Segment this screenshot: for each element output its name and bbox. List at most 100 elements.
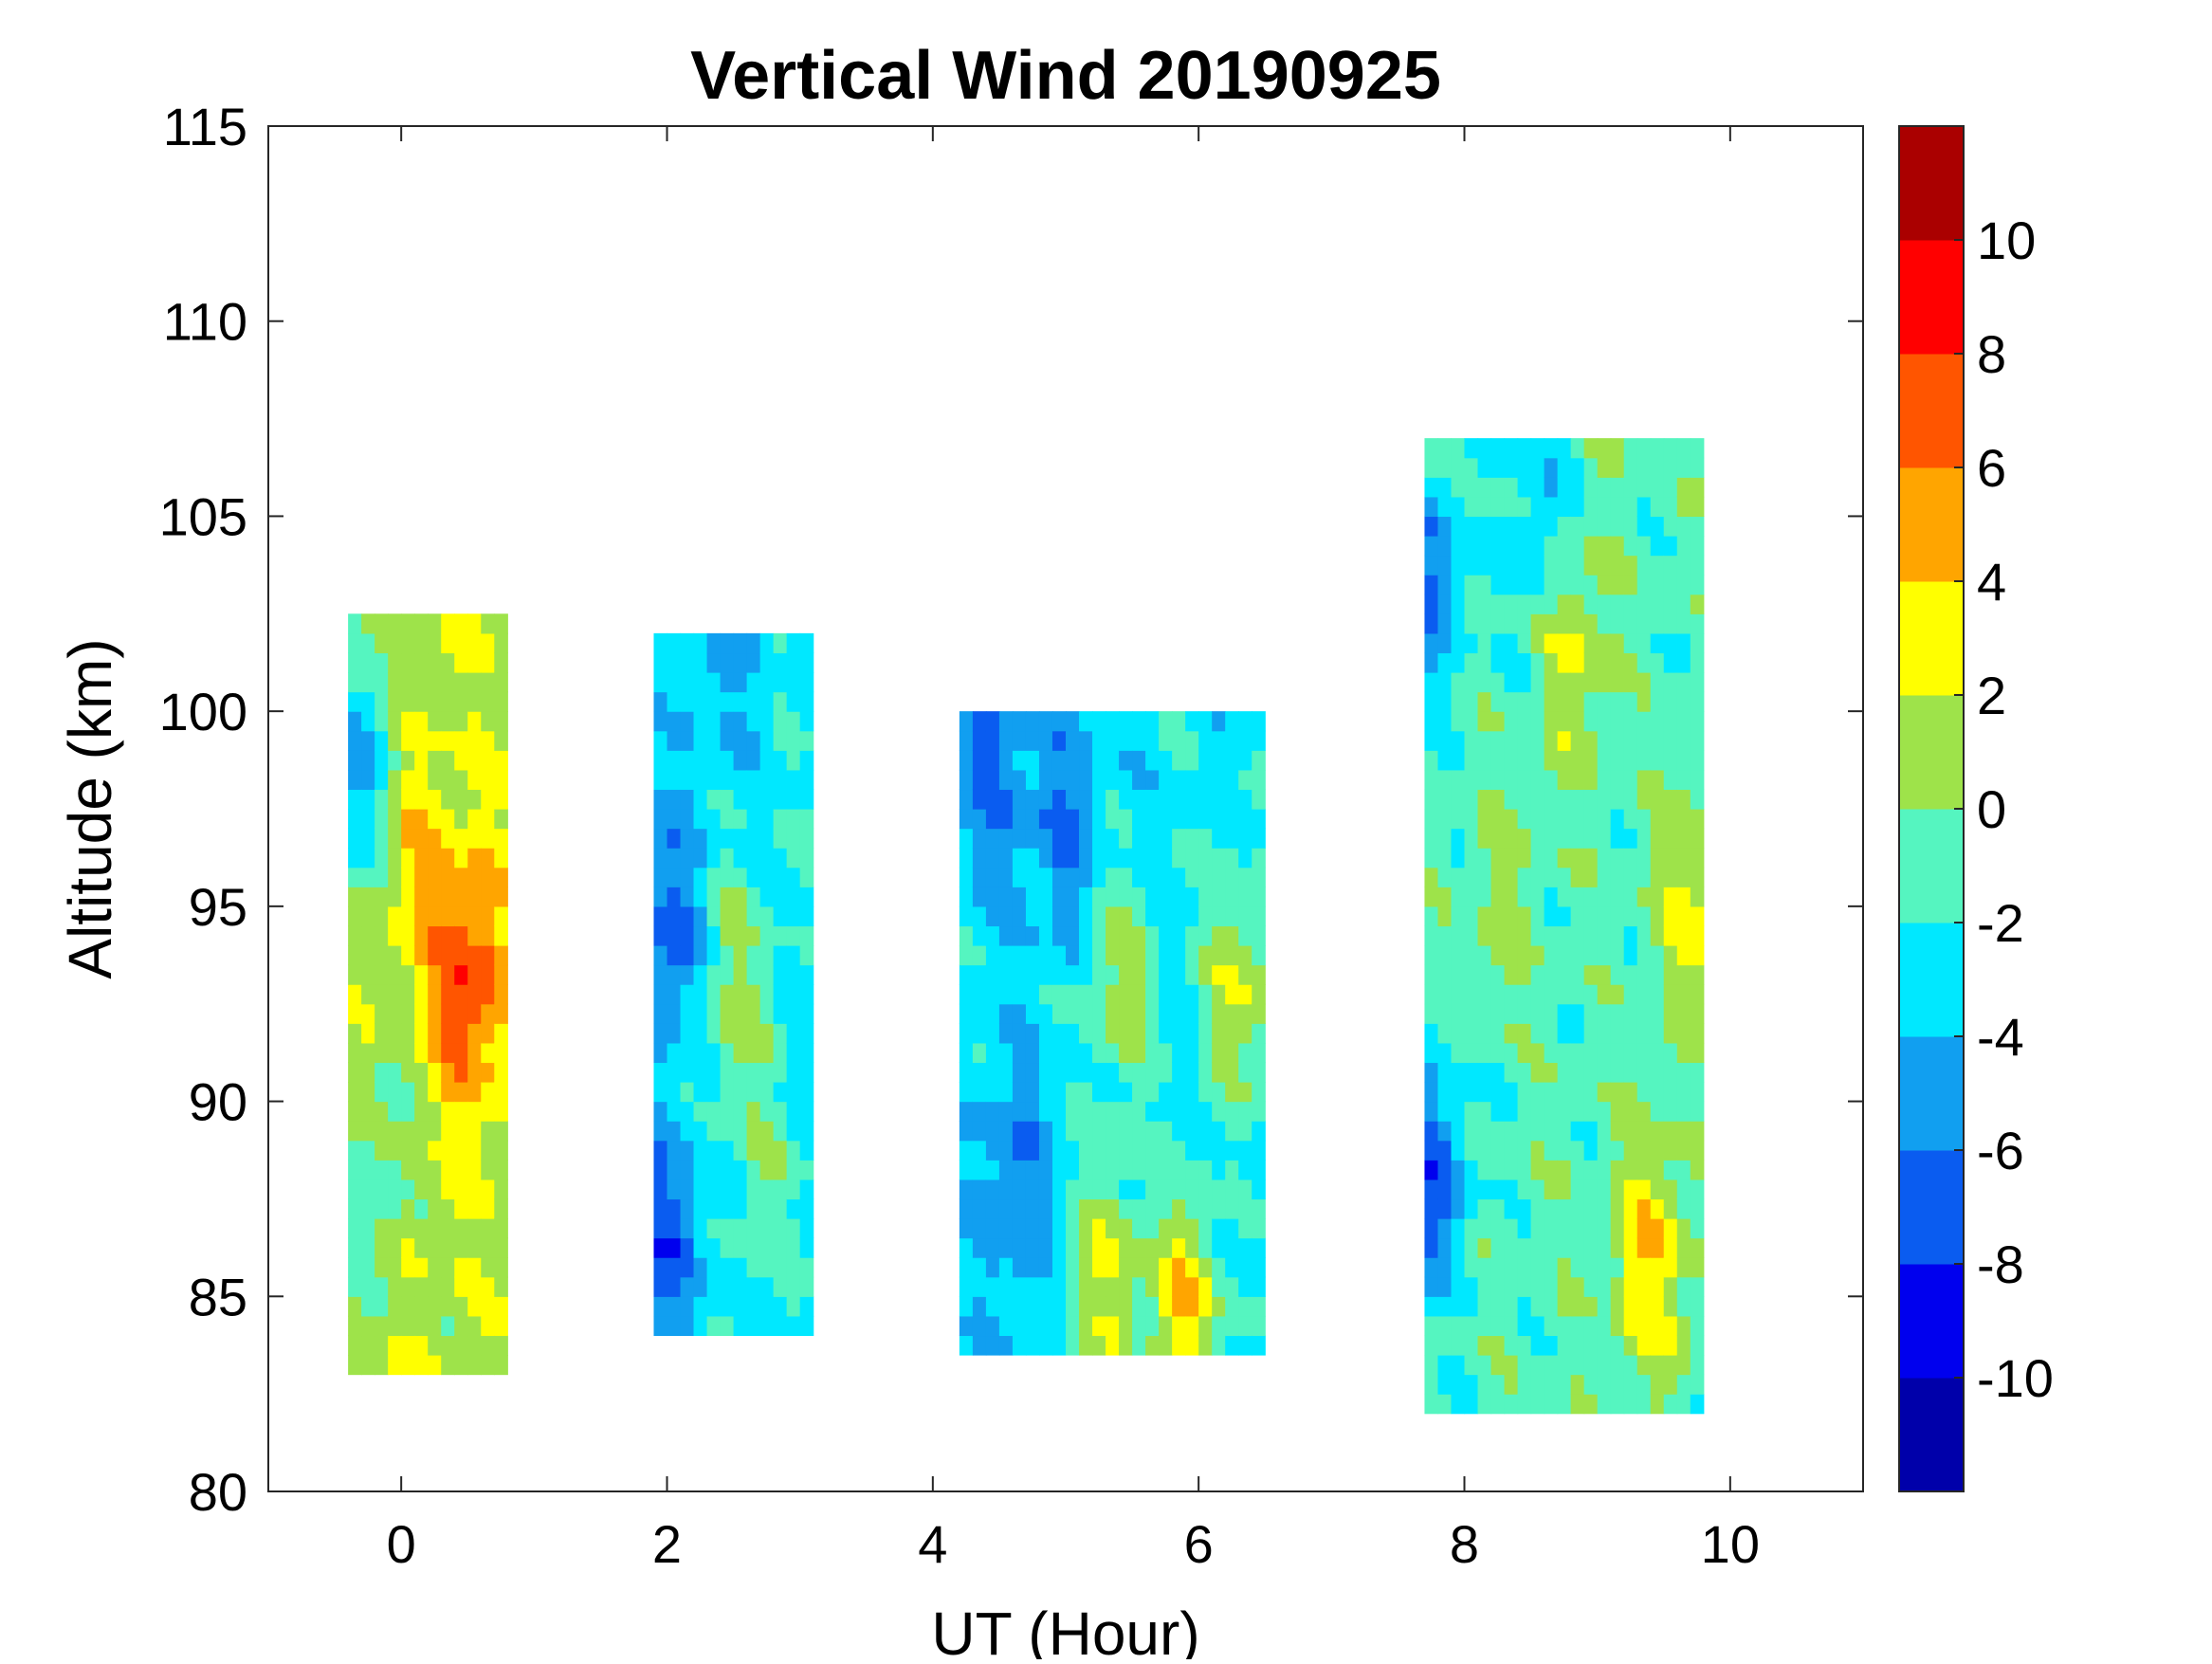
- contour-cell: [1570, 1023, 1585, 1044]
- contour-cell: [985, 964, 1000, 985]
- contour-cell: [1570, 867, 1585, 887]
- contour-cell: [1610, 1023, 1625, 1044]
- contour-cell: [1185, 848, 1199, 869]
- contour-cell: [1650, 867, 1665, 887]
- contour-cell: [1106, 867, 1120, 887]
- contour-cell: [759, 730, 775, 751]
- contour-cell: [414, 1296, 429, 1317]
- contour-cell: [1504, 711, 1519, 732]
- contour-cell: [1092, 848, 1106, 869]
- contour-cell: [1517, 1335, 1532, 1356]
- contour-cell: [388, 1296, 402, 1317]
- contour-cell: [1650, 1062, 1665, 1083]
- contour-cell: [441, 691, 455, 712]
- contour-cell: [467, 887, 482, 907]
- contour-cell: [1690, 536, 1705, 557]
- contour-cell: [1583, 1042, 1599, 1064]
- contour-cell: [693, 1160, 708, 1180]
- contour-cell: [1025, 1179, 1040, 1200]
- contour-cell: [414, 925, 429, 946]
- contour-cell: [1557, 1355, 1572, 1376]
- contour-cell: [1159, 1062, 1173, 1083]
- contour-cell: [388, 1237, 402, 1258]
- contour-cell: [773, 945, 788, 966]
- contour-cell: [1424, 691, 1439, 712]
- contour-cell: [428, 1179, 442, 1200]
- contour-cell: [1145, 1160, 1160, 1180]
- contour-cell: [706, 945, 722, 966]
- contour-cell: [1597, 1160, 1612, 1180]
- contour-cell: [786, 1042, 801, 1064]
- contour-cell: [454, 809, 468, 830]
- contour-cell: [388, 750, 402, 771]
- contour-cell: [1690, 867, 1705, 887]
- contour-cell: [1663, 1140, 1678, 1161]
- contour-cell: [720, 1218, 735, 1239]
- contour-cell: [799, 1257, 814, 1278]
- contour-cell: [1517, 575, 1532, 595]
- contour-cell: [388, 1335, 402, 1356]
- contour-cell: [1051, 1140, 1067, 1161]
- contour-cell: [1132, 1140, 1146, 1161]
- contour-cell: [1557, 477, 1572, 498]
- contour-cell: [720, 691, 735, 712]
- contour-cell: [1119, 1101, 1133, 1122]
- contour-cell: [1025, 1042, 1040, 1064]
- contour-cell: [1663, 1062, 1678, 1083]
- contour-cell: [481, 652, 495, 673]
- contour-cell: [680, 1082, 695, 1103]
- contour-cell: [759, 1101, 775, 1122]
- contour-cell: [1172, 1140, 1186, 1161]
- plot-frame: [267, 125, 1864, 1492]
- contour-cell: [1451, 594, 1466, 614]
- contour-cell: [1038, 1003, 1053, 1024]
- contour-cell: [1038, 848, 1053, 869]
- contour-cell: [1212, 750, 1226, 771]
- contour-cell: [985, 1276, 1000, 1297]
- contour-cell: [1597, 1042, 1612, 1064]
- contour-cell: [348, 1276, 362, 1297]
- contour-cell: [667, 945, 682, 966]
- contour-cell: [375, 1276, 389, 1297]
- contour-cell: [1092, 905, 1106, 927]
- contour-cell: [1451, 632, 1466, 654]
- contour-cell: [375, 652, 389, 673]
- contour-cell: [1570, 1394, 1585, 1415]
- contour-cell: [1623, 887, 1638, 907]
- contour-cell: [401, 1160, 415, 1180]
- contour-cell: [985, 828, 1000, 849]
- contour-cell: [1424, 1062, 1439, 1083]
- contour-cell: [786, 1315, 801, 1337]
- contour-cell: [481, 1140, 495, 1161]
- contour-cell: [1517, 711, 1532, 732]
- contour-cell: [720, 848, 735, 869]
- contour-cell: [667, 1179, 682, 1200]
- contour-cell: [1636, 887, 1652, 907]
- contour-cell: [1690, 496, 1705, 518]
- contour-cell: [481, 613, 495, 634]
- contour-cell: [799, 1198, 814, 1219]
- contour-cell: [1424, 887, 1439, 907]
- contour-cell: [1597, 1394, 1612, 1415]
- contour-cell: [1610, 1218, 1625, 1239]
- contour-cell: [1557, 848, 1572, 869]
- contour-cell: [746, 1315, 761, 1337]
- contour-cell: [375, 1140, 389, 1161]
- contour-cell: [1212, 1140, 1226, 1161]
- contour-cell: [388, 1160, 402, 1180]
- contour-cell: [1132, 945, 1146, 966]
- contour-cell: [1464, 438, 1479, 459]
- contour-cell: [1051, 1062, 1067, 1083]
- contour-cell: [1650, 984, 1665, 1005]
- contour-cell: [1012, 789, 1027, 810]
- contour-cell: [1504, 594, 1519, 614]
- contour-cell: [786, 769, 801, 791]
- contour-cell: [481, 809, 495, 830]
- contour-cell: [481, 964, 495, 985]
- contour-cell: [494, 691, 508, 712]
- contour-cell: [1066, 1335, 1080, 1356]
- contour-cell: [759, 652, 775, 673]
- contour-cell: [680, 672, 695, 693]
- colorbar-band: [1899, 354, 1964, 468]
- contour-cell: [1517, 496, 1532, 518]
